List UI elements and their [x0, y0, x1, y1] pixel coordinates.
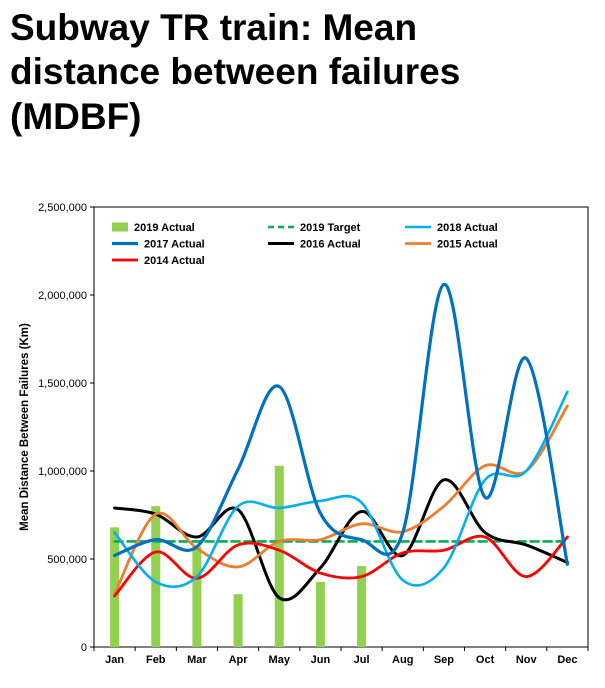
x-axis-month-label: Feb [146, 654, 166, 666]
legend-label-2019-actual: 2019 Actual [134, 222, 195, 234]
bar-2019-actual-jul [357, 566, 367, 648]
x-axis-month-label: Aug [392, 654, 413, 666]
y-axis-tick-label: 2,500,000 [38, 202, 87, 214]
bar-2019-actual-may [274, 465, 284, 648]
x-axis-month-label: Jan [105, 654, 124, 666]
x-axis-month-label: Mar [187, 654, 207, 666]
bar-2019-actual-jan [110, 527, 120, 648]
legend-label-2019-target: 2019 Target [300, 222, 361, 234]
y-axis-tick-label: 2,000,000 [38, 290, 87, 302]
title-line-1: Subway TR train: Mean [10, 7, 418, 48]
legend-item-2014-actual: 2014 Actual [112, 255, 205, 267]
x-axis-month-label: May [269, 654, 291, 666]
legend-item-2016-actual: 2016 Actual [268, 239, 361, 251]
legend-label-2017-actual: 2017 Actual [144, 239, 205, 251]
page-title: Subway TR train: Mean distance between f… [10, 6, 550, 139]
bar-2019-actual-jun [315, 582, 325, 648]
y-axis-tick-label: 1,500,000 [38, 378, 87, 390]
series-line-2018-actual [113, 390, 569, 589]
y-axis-tick-label: 1,000,000 [38, 466, 87, 478]
series-line-2017-actual [112, 282, 570, 567]
plot-border [93, 206, 589, 648]
legend-item-2017-actual: 2017 Actual [112, 239, 205, 251]
legend-swatch-2019-actual [112, 222, 128, 232]
legend-label-2014-actual: 2014 Actual [144, 255, 205, 267]
legend-label-2015-actual: 2015 Actual [437, 239, 498, 251]
x-axis-month-label: Jul [354, 654, 370, 666]
y-axis-title: Mean Distance Between Failures (Km) [19, 323, 31, 531]
x-axis-month-label: Oct [476, 654, 495, 666]
y-axis-tick-label: 500,000 [47, 554, 87, 566]
legend-label-2016-actual: 2016 Actual [300, 239, 361, 251]
bar-2019-actual-mar [192, 546, 202, 648]
x-axis-month-label: Jun [311, 654, 331, 666]
mdbf-chart: 0 500,000 1,000,000 1,500,000 2,000,000 2,500… [19, 202, 589, 666]
x-axis-month-label: Sep [434, 654, 454, 666]
legend-item-2019-actual: 2019 Actual [112, 222, 195, 234]
title-line-3: (MDBF) [10, 95, 142, 137]
x-axis-month-label: Nov [516, 654, 538, 666]
x-axis-month-label: Apr [229, 654, 249, 666]
legend-label-2018-actual: 2018 Actual [437, 222, 498, 234]
bar-2019-actual-feb [151, 506, 161, 648]
legend-item-2018-actual: 2018 Actual [405, 222, 498, 234]
legend-item-2019-target: 2019 Target [268, 222, 361, 234]
bar-2019-actual-apr [233, 594, 243, 648]
title-line-2: distance between failures [10, 51, 461, 93]
y-axis-tick-label: 0 [81, 642, 87, 654]
x-axis-month-label: Dec [557, 654, 577, 666]
legend-item-2015-actual: 2015 Actual [405, 239, 498, 251]
chart-container: 0 500,000 1,000,000 1,500,000 2,000,000 2,500… [14, 199, 605, 682]
